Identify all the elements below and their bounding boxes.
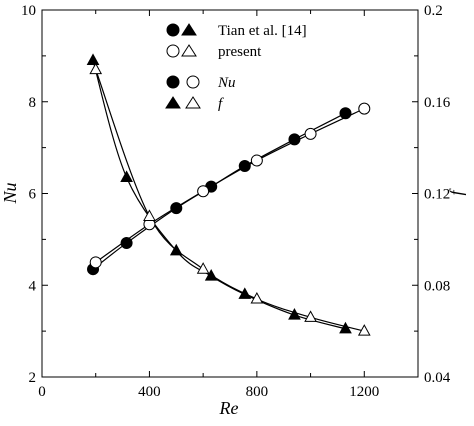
legend-f-filled-triangle [165, 96, 181, 109]
point-series-3 [304, 310, 317, 322]
point-series-2 [169, 243, 183, 256]
left-y-tick-label: 10 [21, 3, 36, 19]
point-series-1 [89, 256, 102, 269]
legend-present-label: present [218, 44, 262, 60]
legend-source-label: Tian et al. [14] [218, 23, 307, 39]
point-series-0 [288, 133, 301, 146]
left-y-tick-label: 2 [29, 370, 37, 386]
point-series-0 [170, 202, 183, 215]
left-y-tick-label: 4 [29, 278, 37, 294]
legend-nu-label: Nu [217, 75, 236, 91]
right-y-tick-label: 0.04 [424, 370, 451, 386]
right-y-tick-label: 0.08 [424, 278, 450, 294]
legend-f-label: f [218, 96, 224, 112]
right-axis-title: f [446, 188, 466, 196]
left-y-tick-label: 8 [29, 95, 37, 111]
legend-source-circle [166, 23, 180, 37]
x-tick-label: 1200 [349, 384, 379, 400]
left-y-tick-label: 6 [29, 187, 37, 203]
legend-f-open-triangle [185, 96, 201, 109]
x-tick-label: 0 [38, 384, 46, 400]
right-y-tick-label: 0.12 [424, 187, 450, 203]
point-series-2 [86, 53, 100, 65]
x-tick-label: 800 [246, 384, 269, 400]
point-series-3 [196, 262, 210, 274]
point-series-2 [204, 269, 218, 281]
fit-curves [92, 60, 365, 332]
point-series-1 [197, 185, 210, 198]
point-series-0 [120, 237, 133, 250]
legend-nu-open-circle [186, 75, 200, 89]
point-series-1 [304, 127, 317, 140]
right-y-tick-label: 0.2 [424, 3, 443, 19]
left-axis-title: Nu [0, 182, 20, 204]
point-series-3 [357, 324, 371, 336]
curve-series-3 [95, 69, 365, 332]
plot-frame [41, 9, 419, 378]
legend-source-triangle [181, 23, 197, 36]
x-axis-title: Re [219, 398, 239, 418]
point-series-3 [250, 291, 264, 304]
point-series-3 [143, 209, 156, 221]
point-series-2 [120, 170, 133, 182]
data-markers [86, 53, 371, 336]
point-series-0 [238, 159, 251, 172]
point-series-0 [339, 107, 352, 120]
point-series-1 [250, 154, 263, 167]
legend-present-circle [166, 44, 180, 58]
point-series-2 [238, 287, 252, 299]
legend-present-triangle [181, 44, 197, 57]
legend-nu-filled-circle [166, 75, 180, 89]
legend: Tian et al. [14] present Nu f [165, 23, 307, 112]
point-series-2 [288, 308, 301, 320]
point-series-2 [339, 321, 352, 334]
x-tick-label: 400 [138, 384, 161, 400]
right-y-tick-label: 0.16 [424, 95, 451, 111]
ticks: 0 400 800 1200 2 4 6 8 10 0.04 0.08 0.12 0.16 0.2 [21, 3, 451, 400]
point-series-3 [89, 62, 103, 75]
point-series-1 [358, 102, 371, 115]
